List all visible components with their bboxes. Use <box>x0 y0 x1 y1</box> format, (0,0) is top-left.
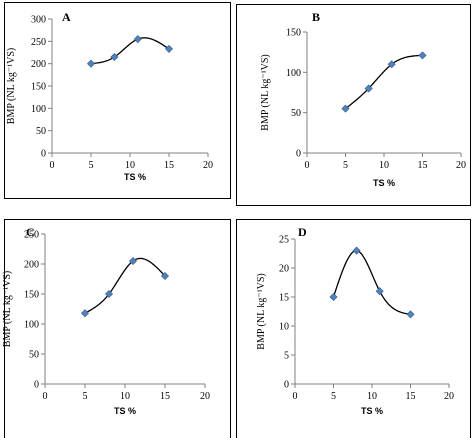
y-axis-title: BMP (NL kg⁻¹VS) <box>6 48 17 124</box>
x-tick-label: 10 <box>125 160 135 171</box>
x-tick-label: 0 <box>305 160 310 171</box>
y-tick-label: 150 <box>24 290 39 301</box>
data-point <box>329 292 338 302</box>
y-tick-label: 0 <box>296 149 301 160</box>
x-tick-label: 15 <box>406 391 416 402</box>
y-tick-label: 250 <box>24 230 39 241</box>
data-point <box>104 289 114 299</box>
y-tick-label: 100 <box>24 320 39 331</box>
data-point <box>133 35 142 44</box>
panel-frame <box>4 2 231 199</box>
y-tick-label: 15 <box>279 293 289 304</box>
trend-line <box>332 249 411 316</box>
trend-line <box>345 54 423 110</box>
x-axis-title: TS % <box>124 172 146 182</box>
panel-label: B <box>312 10 320 24</box>
x-axis-title: TS % <box>361 406 383 416</box>
y-axis-title: BMP (NL kg⁻¹VS) <box>256 273 267 349</box>
y-tick-label: 0 <box>284 380 289 391</box>
x-tick-label: 0 <box>50 160 55 171</box>
data-point <box>406 310 415 319</box>
y-tick-label: 150 <box>286 28 301 39</box>
x-tick-label: 0 <box>293 391 298 402</box>
y-tick-label: 150 <box>31 82 46 93</box>
x-tick-label: 20 <box>456 160 466 171</box>
data-point <box>86 59 96 68</box>
y-tick-label: 0 <box>34 380 39 391</box>
data-point <box>352 246 361 255</box>
data-point <box>341 104 350 113</box>
x-tick-label: 15 <box>160 391 170 402</box>
panel-b: 0 5 10 15 20 0 50 100 150 B TS % BMP (NL kg⁻¹VS) <box>236 4 471 206</box>
panel-label: A <box>62 10 71 24</box>
y-tick-label: 250 <box>31 37 46 48</box>
y-tick-label: 200 <box>31 59 46 70</box>
x-tick-label: 5 <box>83 391 88 402</box>
data-point <box>164 44 174 53</box>
y-tick-label: 20 <box>279 264 289 275</box>
panel-frame <box>4 219 231 438</box>
y-tick-label: 10 <box>279 322 289 333</box>
x-tick-label: 10 <box>379 160 389 171</box>
data-point <box>110 52 119 61</box>
trend-line <box>90 37 170 65</box>
x-axis-title: TS % <box>114 406 136 416</box>
x-tick-label: 10 <box>120 391 130 402</box>
data-point <box>160 271 170 281</box>
data-point <box>387 60 396 69</box>
x-tick-label: 20 <box>200 391 210 402</box>
y-tick-label: 300 <box>31 15 46 26</box>
y-tick-label: 50 <box>29 350 39 361</box>
panel-label: C <box>26 225 35 239</box>
x-tick-label: 10 <box>367 391 377 402</box>
x-tick-label: 20 <box>203 160 213 171</box>
data-point <box>128 256 138 266</box>
panel-label: D <box>298 225 307 239</box>
panel-d: 0 5 10 15 20 0 5 10 15 20 25 D TS % BMP (NL kg⁻¹VS) <box>236 219 471 438</box>
x-tick-label: 5 <box>343 160 348 171</box>
data-point <box>375 287 384 296</box>
y-tick-label: 25 <box>279 235 289 246</box>
x-axis-title: TS % <box>373 178 395 188</box>
y-tick-label: 5 <box>284 351 289 362</box>
x-tick-label: 5 <box>331 391 336 402</box>
trend-line <box>84 257 166 314</box>
y-axis-title: BMP (NL kg⁻¹VS) <box>260 54 271 130</box>
x-tick-label: 15 <box>418 160 428 171</box>
y-tick-label: 50 <box>36 126 46 137</box>
data-point <box>418 51 427 60</box>
panel-frame <box>236 4 471 206</box>
y-axis-title: BMP (NL kg⁻¹VS) <box>2 271 13 347</box>
data-point <box>364 84 373 93</box>
x-tick-label: 20 <box>444 391 454 402</box>
data-point <box>80 309 90 318</box>
y-tick-label: 100 <box>31 104 46 115</box>
y-tick-label: 100 <box>286 68 301 79</box>
x-tick-label: 0 <box>43 391 48 402</box>
x-tick-label: 15 <box>164 160 174 171</box>
y-tick-label: 0 <box>41 149 46 160</box>
x-tick-label: 5 <box>89 160 94 171</box>
panel-frame <box>236 219 471 438</box>
y-tick-label: 200 <box>24 260 39 271</box>
y-tick-label: 50 <box>291 108 301 119</box>
